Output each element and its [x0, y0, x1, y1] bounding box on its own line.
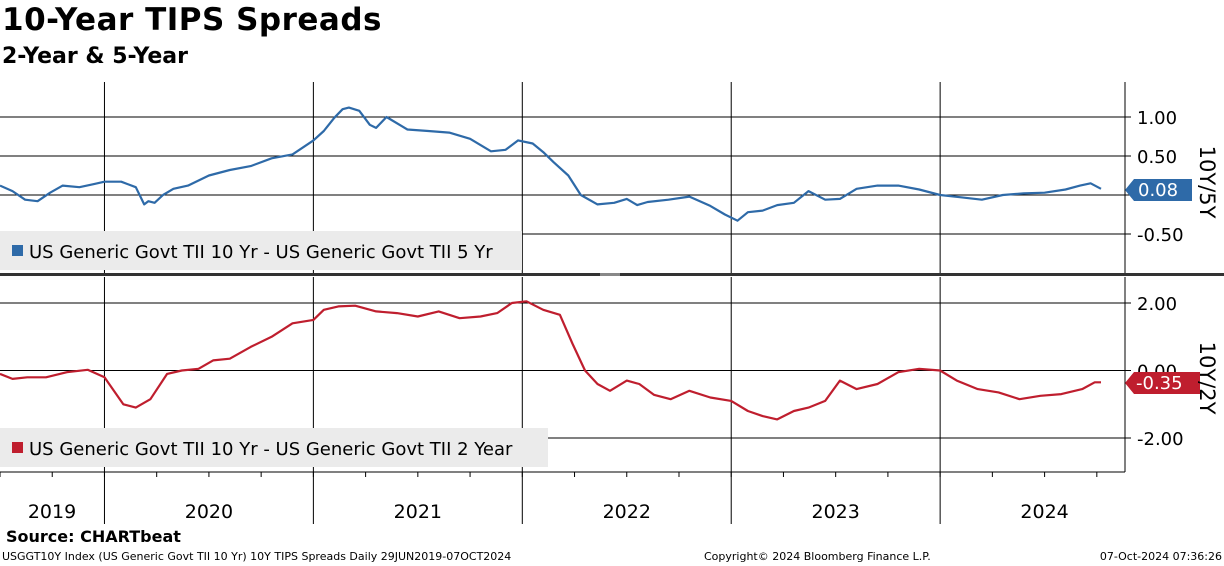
series-line-10y-2y	[0, 300, 1101, 421]
footer-copyright: Copyright© 2024 Bloomberg Finance L.P.	[704, 550, 931, 563]
x-tick-label: 2022	[603, 501, 651, 523]
y-tick-label: -2.00	[1137, 429, 1184, 450]
top-last-value: 0.08	[1125, 179, 1192, 201]
x-tick-label: 2023	[811, 501, 859, 523]
y-tick-label: 2.00	[1137, 294, 1177, 315]
source-note: Source: CHARTbeat	[6, 527, 181, 546]
chart-title: 10-Year TIPS Spreads	[2, 2, 382, 38]
top-y-axis-ticks: 1.00 0.50 -0.50	[1125, 108, 1184, 246]
top-legend-label: US Generic Govt TII 10 Yr - US Generic G…	[29, 242, 493, 263]
top-legend-box	[0, 231, 522, 270]
top-panel: 1.00 0.50 -0.50 US Generic Govt TII 10 Yr …	[0, 82, 1219, 273]
x-tick-label: 2021	[394, 501, 442, 523]
bottom-panel: 2.000.00-2.00 US Generic Govt TII 10 Yr …	[0, 277, 1219, 472]
chart-subtitle: 2-Year & 5-Year	[2, 44, 188, 69]
top-last-value-badge	[1125, 179, 1192, 201]
top-legend-swatch	[12, 245, 23, 256]
y-tick-label: 1.00	[1137, 108, 1177, 129]
panel-divider-handle[interactable]	[600, 273, 620, 276]
x-axis: 2019 2020 2021 2022 2023 2024	[0, 472, 1098, 524]
series-line-10y-5y	[0, 106, 1102, 222]
top-axis-title: 10Y/5Y	[1195, 146, 1219, 219]
bottom-legend: US Generic Govt TII 10 Yr - US Generic G…	[0, 428, 548, 467]
x-tick-label: 2019	[28, 501, 76, 523]
y-tick-label: 0.50	[1137, 147, 1177, 168]
footer-ticker-info: USGGT10Y Index (US Generic Govt TII 10 Y…	[2, 550, 512, 563]
top-horizontal-gridlines	[0, 116, 1125, 235]
bottom-legend-box	[0, 428, 548, 467]
top-last-value-label: 0.08	[1138, 180, 1178, 201]
y-tick-label: -0.50	[1137, 225, 1184, 246]
bottom-axis-title: 10Y/2Y	[1195, 342, 1219, 415]
bottom-legend-label: US Generic Govt TII 10 Yr - US Generic G…	[29, 439, 513, 460]
bottom-legend-swatch	[12, 442, 23, 453]
bottom-last-value-badge	[1125, 372, 1200, 394]
x-tick-label: 2024	[1020, 501, 1068, 523]
top-legend: US Generic Govt TII 10 Yr - US Generic G…	[0, 231, 522, 270]
footer-timestamp: 07-Oct-2024 07:36:26	[1099, 550, 1222, 563]
bottom-last-value: -0.35	[1125, 372, 1200, 394]
x-tick-label: 2020	[185, 501, 233, 523]
bottom-last-value-label: -0.35	[1136, 373, 1183, 394]
